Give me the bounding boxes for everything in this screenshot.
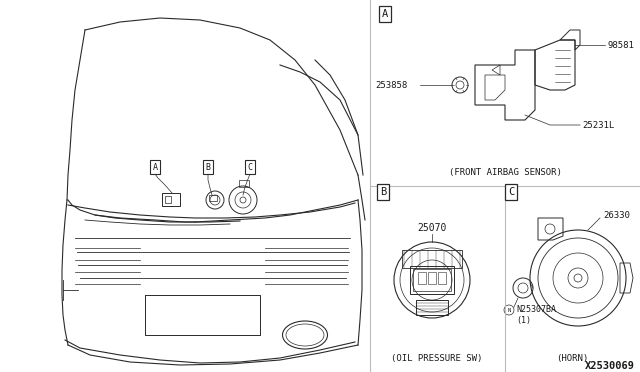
Bar [413, 269, 451, 291]
Bar [438, 272, 446, 284]
Bar [209, 195, 217, 201]
Bar [418, 272, 426, 284]
Text: 25231L: 25231L [582, 121, 614, 129]
Text: A: A [382, 9, 388, 19]
Text: C: C [508, 187, 514, 197]
Text: (HORN): (HORN) [556, 353, 588, 362]
Bar [402, 250, 462, 268]
Text: B: B [380, 187, 386, 197]
Text: (FRONT AIRBAG SENSOR): (FRONT AIRBAG SENSOR) [449, 167, 561, 176]
Bar [239, 180, 249, 187]
Text: X2530069: X2530069 [585, 361, 635, 371]
Text: 25070: 25070 [417, 223, 447, 233]
Text: (OIL PRESSURE SW): (OIL PRESSURE SW) [391, 353, 483, 362]
Text: N25307BA: N25307BA [516, 305, 556, 314]
Bar [165, 196, 171, 203]
Text: 98581: 98581 [607, 41, 634, 49]
Text: (1): (1) [516, 315, 531, 324]
Bar [428, 272, 436, 284]
Text: N: N [508, 308, 511, 312]
Bar [410, 266, 454, 294]
Bar [162, 193, 180, 206]
Text: A: A [152, 163, 157, 171]
Text: 26330: 26330 [603, 212, 630, 221]
Bar [416, 300, 448, 315]
Text: C: C [248, 163, 253, 171]
Text: B: B [205, 163, 211, 171]
Text: 253858: 253858 [375, 80, 407, 90]
